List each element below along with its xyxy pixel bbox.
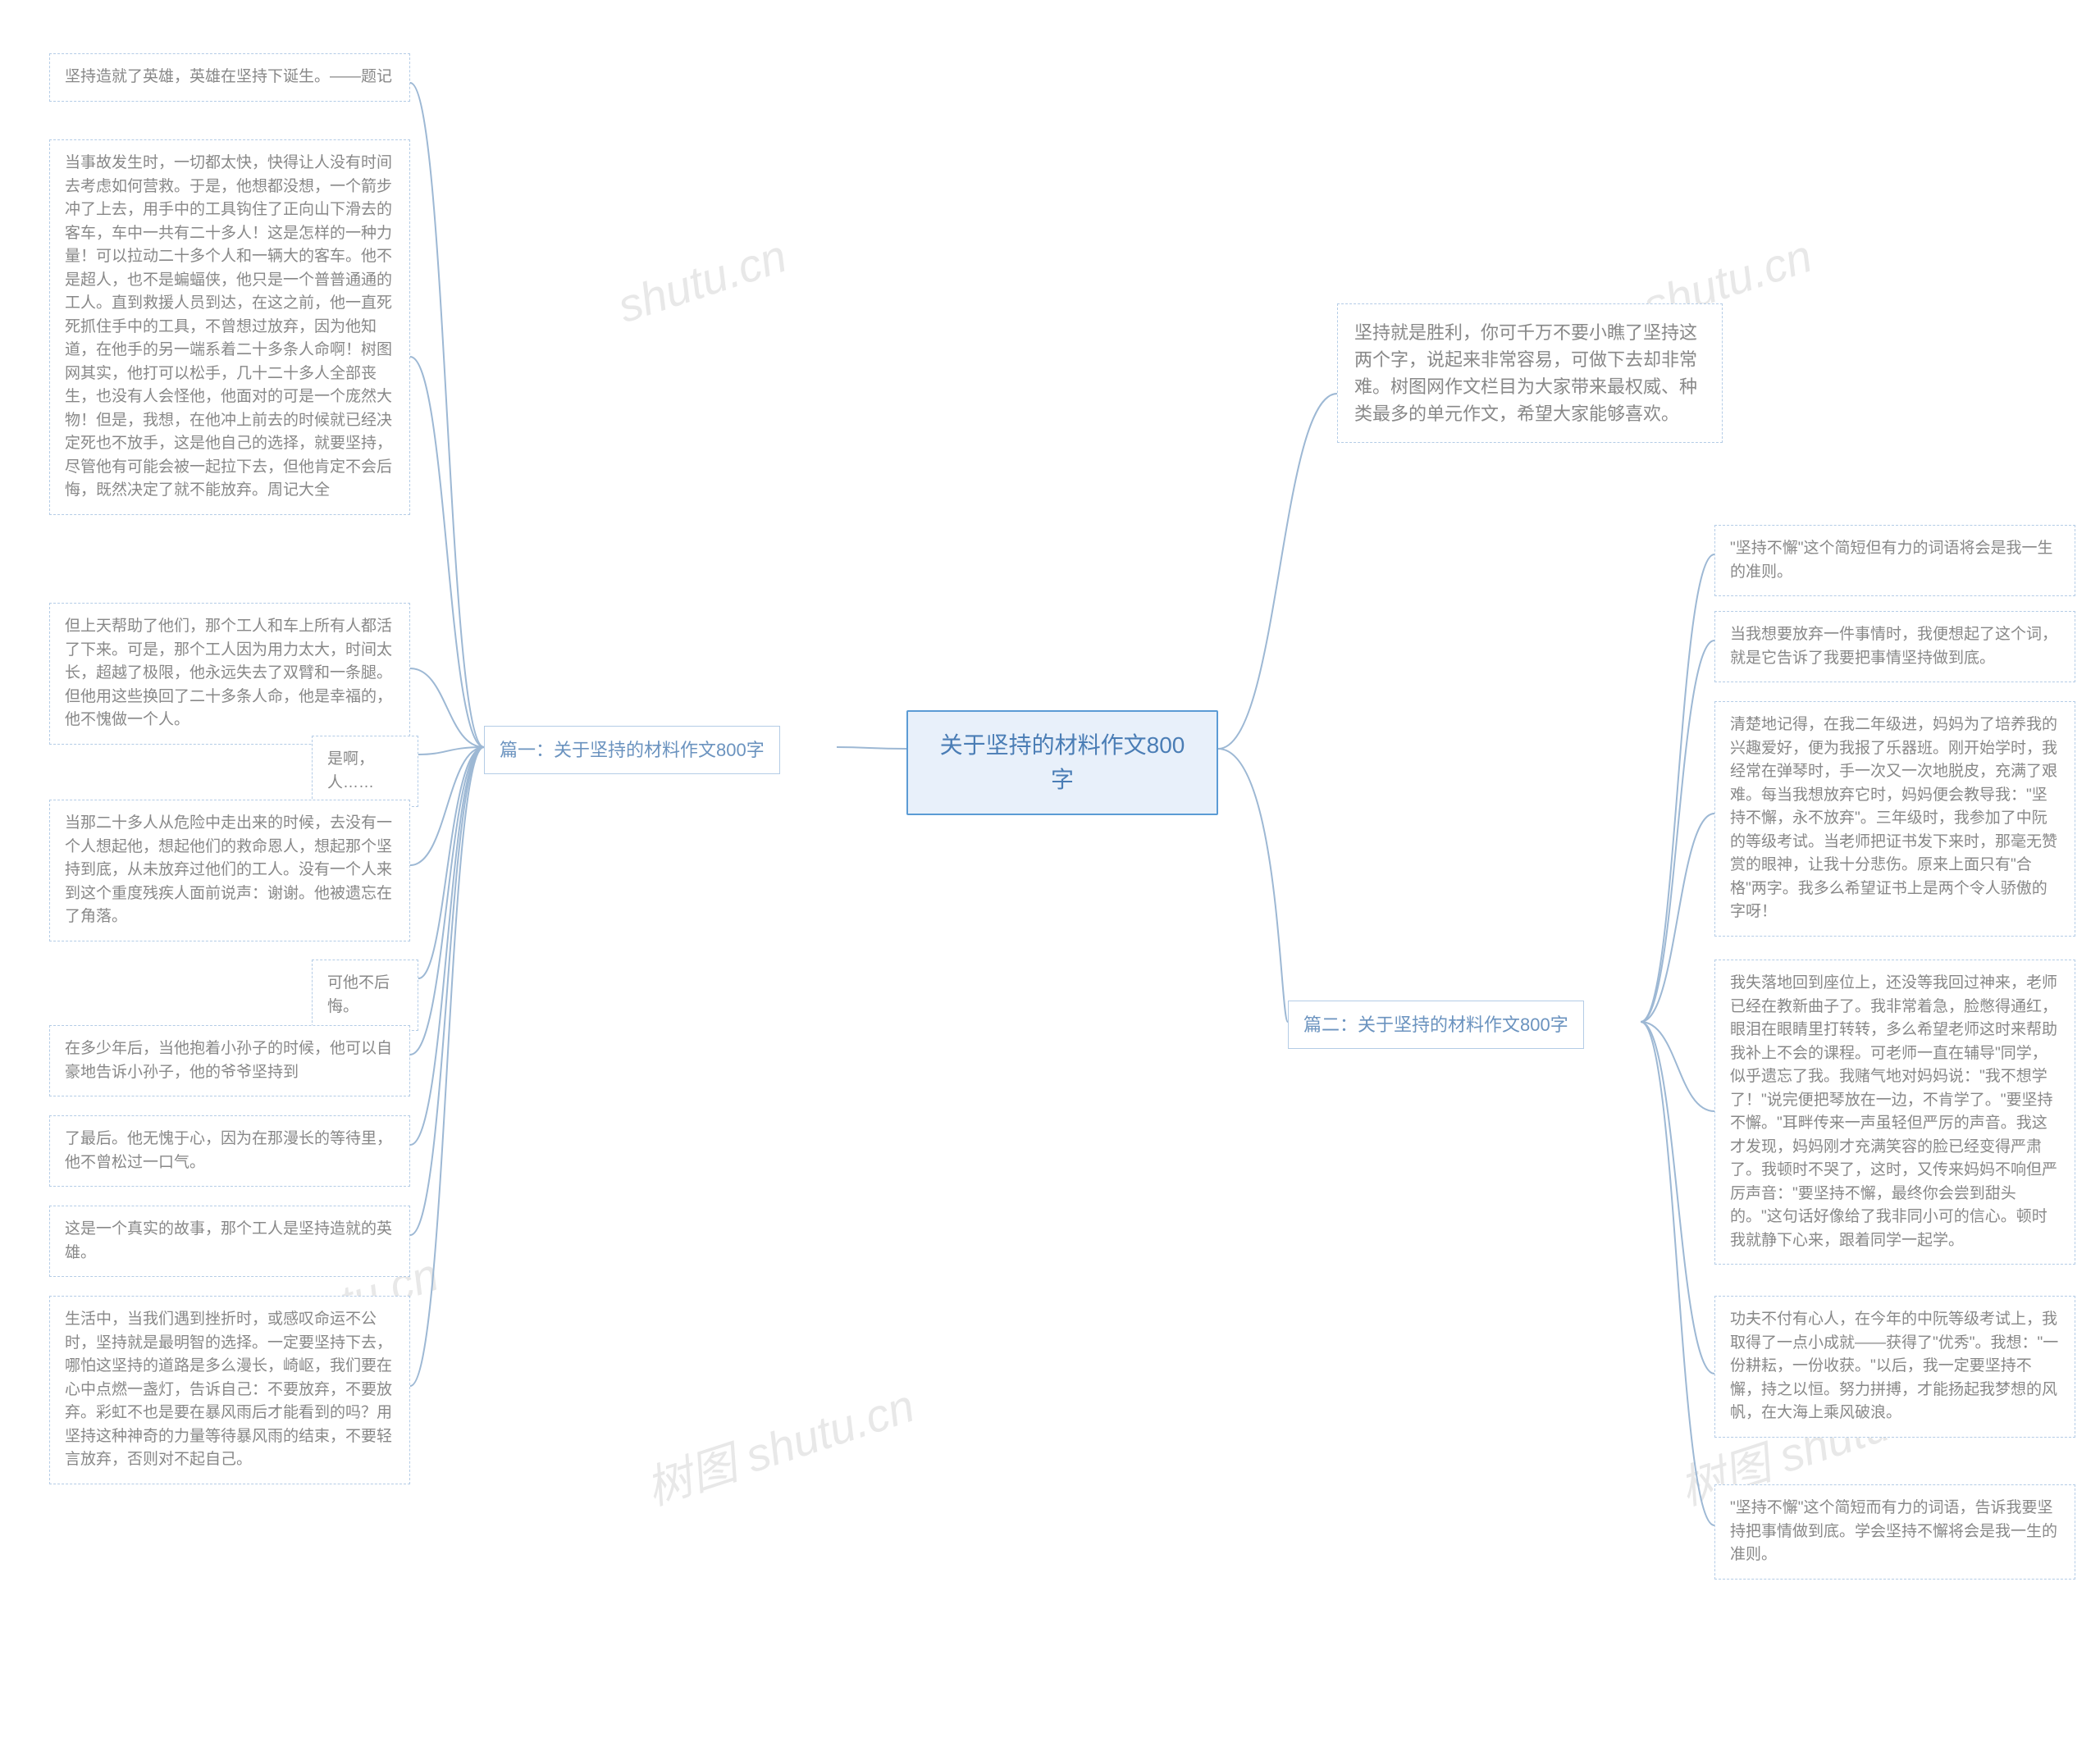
root-node[interactable]: 关于坚持的材料作文800字 — [906, 710, 1218, 815]
leaf-node[interactable]: "坚持不懈"这个简短但有力的词语将会是我一生的准则。 — [1714, 525, 2075, 596]
leaf-node[interactable]: 当我想要放弃一件事情时，我便想起了这个词，就是它告诉了我要把事情坚持做到底。 — [1714, 611, 2075, 682]
leaf-node[interactable]: 是啊，人…… — [312, 736, 418, 807]
leaf-node[interactable]: 但上天帮助了他们，那个工人和车上所有人都活了下来。可是，那个工人因为用力太大，时… — [49, 603, 410, 745]
intro-node[interactable]: 坚持就是胜利，你可千万不要小瞧了坚持这两个字，说起来非常容易，可做下去却非常难。… — [1337, 303, 1723, 443]
leaf-node[interactable]: 我失落地回到座位上，还没等我回过神来，老师已经在教新曲子了。我非常着急，脸憋得通… — [1714, 960, 2075, 1265]
leaf-node[interactable]: "坚持不懈"这个简短而有力的词语，告诉我要坚持把事情做到底。学会坚持不懈将会是我… — [1714, 1484, 2075, 1580]
watermark: 树图 shutu.cn — [637, 1370, 922, 1519]
leaf-node[interactable]: 这是一个真实的故事，那个工人是坚持造就的英雄。 — [49, 1206, 410, 1277]
leaf-node[interactable]: 清楚地记得，在我二年级进，妈妈为了培养我的兴趣爱好，便为我报了乐器班。刚开始学时… — [1714, 701, 2075, 937]
leaf-node[interactable]: 生活中，当我们遇到挫折时，或感叹命运不公时，坚持就是最明智的选择。一定要坚持下去… — [49, 1296, 410, 1484]
leaf-node[interactable]: 了最后。他无愧于心，因为在那漫长的等待里，他不曾松过一口气。 — [49, 1115, 410, 1187]
watermark: shutu.cn — [611, 229, 792, 333]
leaf-node[interactable]: 当那二十多人从危险中走出来的时候，去没有一个人想起他，想起他们的救命恩人，想起那… — [49, 800, 410, 941]
leaf-node[interactable]: 当事故发生时，一切都太快，快得让人没有时间去考虑如何营救。于是，他想都没想，一个… — [49, 139, 410, 515]
branch-1[interactable]: 篇一：关于坚持的材料作文800字 — [484, 726, 780, 774]
leaf-node[interactable]: 在多少年后，当他抱着小孙子的时候，他可以自豪地告诉小孙子，他的爷爷坚持到 — [49, 1025, 410, 1096]
leaf-node[interactable]: 坚持造就了英雄，英雄在坚持下诞生。——题记 — [49, 53, 410, 102]
mindmap-canvas: 树图 shutu.cn 树图 shutu.cn shutu.cn 树图 shut… — [0, 0, 2100, 1746]
leaf-node[interactable]: 可他不后悔。 — [312, 960, 418, 1031]
leaf-node[interactable]: 功夫不付有心人，在今年的中阮等级考试上，我取得了一点小成就——获得了"优秀"。我… — [1714, 1296, 2075, 1438]
branch-2[interactable]: 篇二：关于坚持的材料作文800字 — [1288, 1001, 1584, 1049]
